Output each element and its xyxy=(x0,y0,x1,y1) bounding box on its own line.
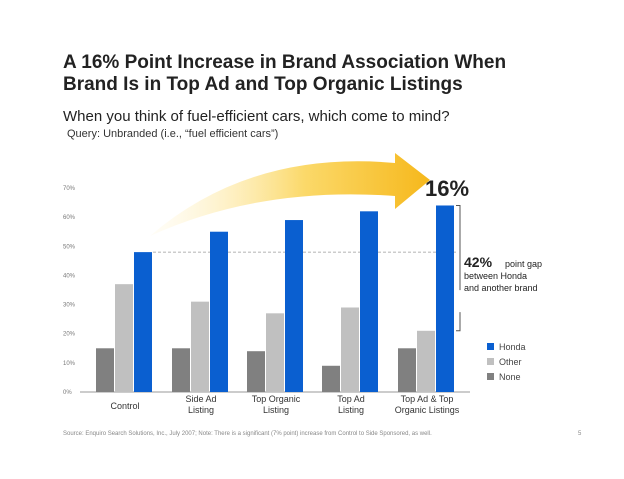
bar-honda xyxy=(210,231,228,392)
gap-value: 42% xyxy=(464,254,493,270)
bar-honda xyxy=(285,220,303,392)
legend-label-none: None xyxy=(499,372,521,382)
x-category-label: Listing xyxy=(188,405,214,415)
legend-swatch-none xyxy=(487,373,494,380)
x-category-label: Top Organic xyxy=(252,394,301,404)
y-tick-label: 20% xyxy=(63,332,76,338)
bar-honda xyxy=(436,205,454,392)
bar-other xyxy=(266,313,284,392)
query-note: Query: Unbranded (i.e., “fuel efficient … xyxy=(67,128,279,140)
gap-suffix: point gap xyxy=(505,259,542,269)
bar-none xyxy=(172,348,190,392)
y-tick-label: 40% xyxy=(63,273,76,279)
source-note: Source: Enquiro Search Solutions, Inc., … xyxy=(63,431,432,437)
chart-title-line-2: Brand Is in Top Ad and Top Organic Listi… xyxy=(63,74,463,95)
legend-label-other: Other xyxy=(499,357,522,367)
x-category-label: Listing xyxy=(263,405,289,415)
bar-honda xyxy=(134,252,152,392)
chart-subtitle: When you think of fuel-efficient cars, w… xyxy=(63,108,450,125)
x-category-label: Organic Listings xyxy=(395,405,460,415)
x-category-label: Top Ad & Top xyxy=(401,394,454,404)
chart-title-line-1: A 16% Point Increase in Brand Associatio… xyxy=(63,52,507,73)
gap-line-3: and another brand xyxy=(464,283,538,293)
bar-none xyxy=(398,348,416,392)
increase-arrow xyxy=(150,153,430,236)
bar-other xyxy=(191,301,209,392)
bar-none xyxy=(96,348,114,392)
legend-label-honda: Honda xyxy=(499,342,526,352)
bar-other xyxy=(115,284,133,392)
y-tick-label: 60% xyxy=(63,215,76,221)
legend-swatch-other xyxy=(487,358,494,365)
y-tick-label: 70% xyxy=(63,186,76,192)
bar-honda xyxy=(360,211,378,392)
x-category-label: Top Ad xyxy=(337,394,365,404)
y-tick-label: 0% xyxy=(63,390,72,396)
y-tick-label: 50% xyxy=(63,244,76,250)
bar-other xyxy=(417,330,435,392)
bar-none xyxy=(322,365,340,392)
gap-bracket xyxy=(456,204,461,332)
chart-title: A 16% Point Increase in Brand Associatio… xyxy=(63,52,583,96)
bar-none xyxy=(247,351,265,392)
x-category-label: Side Ad xyxy=(185,394,216,404)
x-category-label: Control xyxy=(110,401,139,411)
y-tick-label: 10% xyxy=(63,361,76,367)
y-tick-label: 30% xyxy=(63,303,76,309)
bar-other xyxy=(341,307,359,392)
increase-label: 16% xyxy=(425,176,469,201)
page-number: 5 xyxy=(578,431,582,437)
x-category-label: Listing xyxy=(338,405,364,415)
legend-swatch-honda xyxy=(487,343,494,350)
gap-line-2: between Honda xyxy=(464,271,527,281)
